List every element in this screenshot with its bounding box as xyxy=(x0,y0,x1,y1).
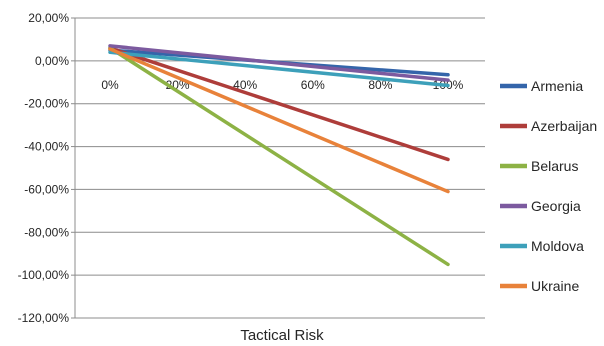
y-tick-label: 20,00% xyxy=(28,11,69,25)
y-tick-label: -120,00% xyxy=(18,311,70,325)
y-axis-tick-labels: 20,00% 0,00% -20,00% -40,00% -60,00% -80,00% -… xyxy=(18,11,70,325)
x-axis-title: Tactical Risk xyxy=(240,327,324,344)
series-line-belarus xyxy=(108,46,450,267)
y-tick-label: -100,00% xyxy=(18,268,70,282)
y-tick-label: -40,00% xyxy=(24,140,69,154)
legend: Armenia Azerbaijan Belarus Georgia Moldova Uk… xyxy=(500,78,597,294)
series-line-ukraine xyxy=(108,47,450,194)
legend-label-georgia: Georgia xyxy=(531,198,581,214)
y-tick-label: -80,00% xyxy=(24,225,69,239)
y-tick-label: -60,00% xyxy=(24,182,69,196)
legend-label-moldova: Moldova xyxy=(531,238,584,254)
series-lines xyxy=(108,44,450,267)
legend-label-armenia: Armenia xyxy=(531,78,583,94)
x-axis-tick-labels: 0% 20% 40% 60% 80% 100% xyxy=(101,78,463,92)
series-line-azerbaijan xyxy=(108,46,450,162)
y-tick-label: 0,00% xyxy=(35,54,69,68)
x-tick-label: 60% xyxy=(301,78,325,92)
series-line-georgia xyxy=(108,44,450,82)
legend-label-belarus: Belarus xyxy=(531,158,578,174)
x-tick-label: 40% xyxy=(233,78,257,92)
legend-label-ukraine: Ukraine xyxy=(531,278,579,294)
x-tick-label: 0% xyxy=(101,78,119,92)
legend-label-azerbaijan: Azerbaijan xyxy=(531,118,597,134)
series-line-moldova xyxy=(108,50,450,88)
y-tick-label: -20,00% xyxy=(24,97,69,111)
x-tick-label: 80% xyxy=(368,78,392,92)
